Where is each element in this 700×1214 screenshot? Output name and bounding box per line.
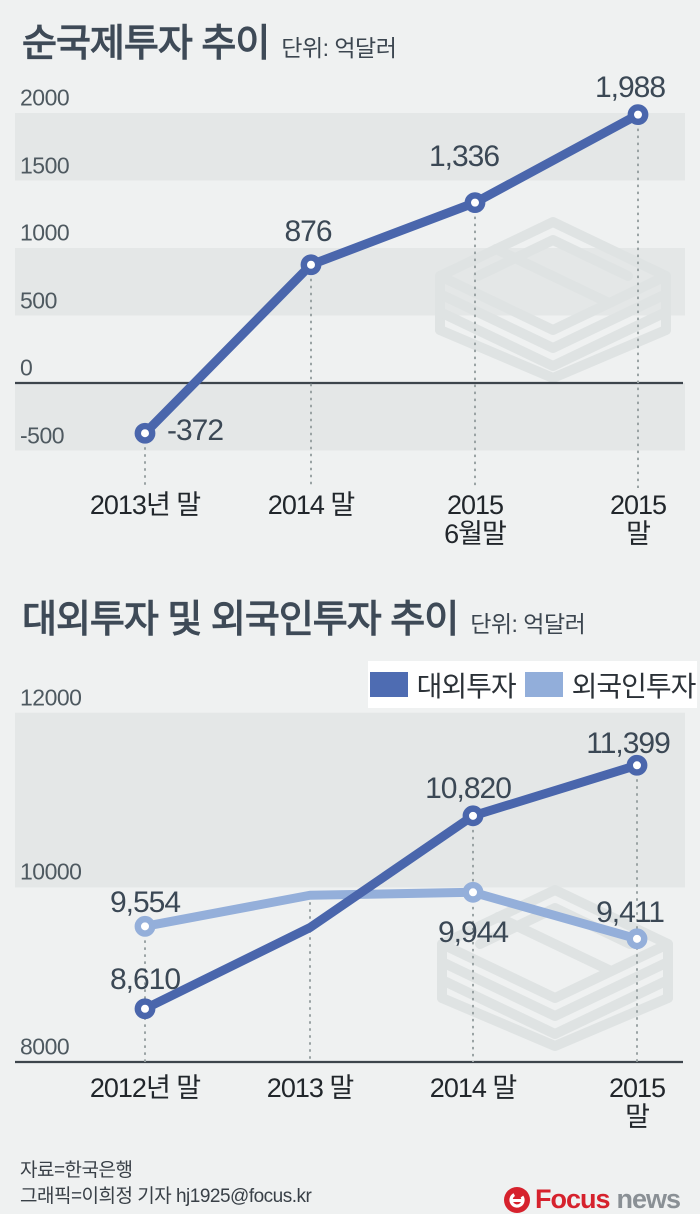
data-point-markers [134,104,649,1020]
money-stack-watermark-icon [437,885,673,1051]
data-point-marker [464,192,486,214]
data-point-marker [134,422,156,444]
data-point-marker [134,915,156,937]
series-lines [140,110,643,1014]
data-point-marker [462,881,484,903]
grid-stripes [15,113,685,888]
series-line-외국인투자 [140,887,642,944]
data-point-marker [626,754,648,776]
grid-band [15,383,685,451]
data-point-marker [134,998,156,1020]
data-point-marker [627,104,649,126]
series-line-대외투자 [140,760,642,1014]
money-stack-watermark-icon [435,217,671,383]
data-point-marker [300,254,322,276]
data-point-marker [626,928,648,950]
axis-baselines [15,381,683,1064]
grid-band [15,712,685,888]
series-line-순국제투자 [140,110,643,438]
data-point-marker [462,805,484,827]
